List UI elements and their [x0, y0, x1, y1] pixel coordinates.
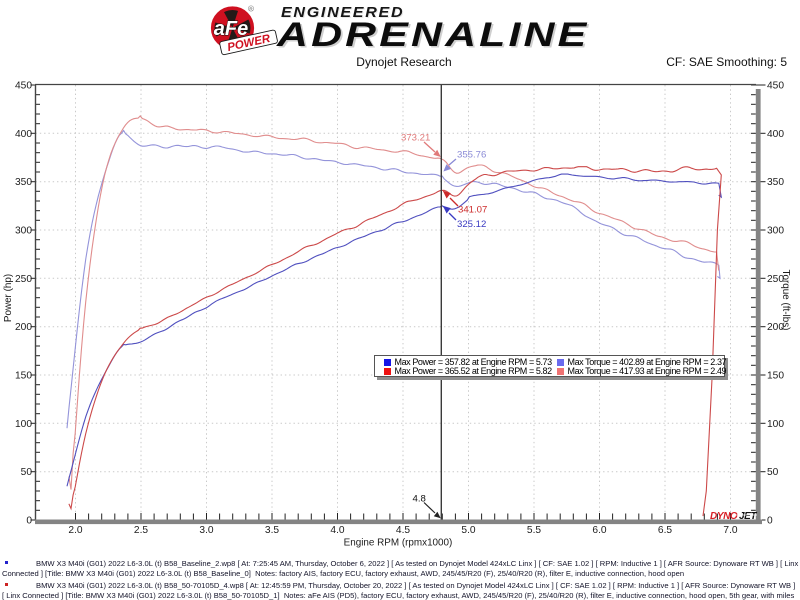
- svg-text:0: 0: [767, 516, 773, 527]
- svg-text:4.0: 4.0: [330, 525, 344, 536]
- svg-text:7.0: 7.0: [723, 525, 737, 536]
- svg-text:100: 100: [767, 419, 784, 430]
- svg-text:Power (hp): Power (hp): [3, 274, 14, 322]
- svg-text:450: 450: [15, 81, 32, 92]
- svg-text:2.0: 2.0: [68, 525, 82, 536]
- svg-text:200: 200: [15, 322, 32, 333]
- svg-text:350: 350: [767, 177, 784, 188]
- svg-text:150: 150: [767, 371, 784, 382]
- svg-text:250: 250: [15, 274, 32, 285]
- svg-text:JET: JET: [739, 511, 757, 522]
- svg-text:Engine RPM (rpmx1000): Engine RPM (rpmx1000): [344, 538, 453, 549]
- svg-text:0: 0: [26, 516, 32, 527]
- svg-text:355.76: 355.76: [457, 150, 486, 161]
- svg-text:325.12: 325.12: [457, 219, 486, 230]
- svg-text:400: 400: [767, 129, 784, 140]
- svg-text:300: 300: [767, 226, 784, 237]
- svg-text:Torque (ft-lbs): Torque (ft-lbs): [780, 270, 791, 331]
- svg-text:5.5: 5.5: [527, 525, 541, 536]
- svg-text:450: 450: [767, 81, 784, 92]
- svg-text:341.07: 341.07: [458, 205, 487, 216]
- svg-text:4.5: 4.5: [396, 525, 410, 536]
- svg-text:6.0: 6.0: [592, 525, 606, 536]
- svg-text:6.5: 6.5: [658, 525, 672, 536]
- svg-text:200: 200: [767, 322, 784, 333]
- svg-text:3.0: 3.0: [199, 525, 213, 536]
- svg-text:50: 50: [767, 467, 779, 478]
- svg-text:3.5: 3.5: [265, 525, 279, 536]
- svg-text:5.0: 5.0: [461, 525, 475, 536]
- svg-text:250: 250: [767, 274, 784, 285]
- svg-text:4.8: 4.8: [413, 494, 426, 505]
- svg-text:400: 400: [15, 129, 32, 140]
- svg-text:300: 300: [15, 226, 32, 237]
- svg-text:100: 100: [15, 419, 32, 430]
- svg-text:150: 150: [15, 371, 32, 382]
- svg-text:373.21: 373.21: [401, 133, 430, 144]
- svg-text:50: 50: [21, 467, 33, 478]
- svg-text:350: 350: [15, 177, 32, 188]
- svg-text:R: R: [249, 7, 253, 12]
- svg-text:DYNO: DYNO: [710, 511, 738, 522]
- svg-text:2.5: 2.5: [134, 525, 148, 536]
- svg-text:aFe: aFe: [214, 18, 248, 40]
